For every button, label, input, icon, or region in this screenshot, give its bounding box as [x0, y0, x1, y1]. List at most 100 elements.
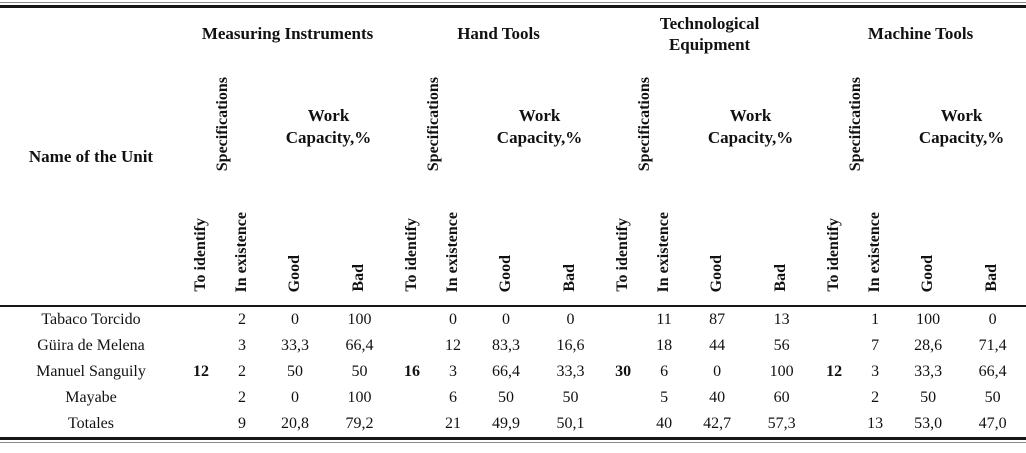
group-header-row: Name of the Unit Measuring Instruments H…	[0, 8, 1026, 166]
data-cell	[182, 411, 220, 437]
data-cell: 0	[566, 311, 575, 328]
header-in-existence-hand: In existence	[431, 194, 475, 306]
data-cell	[393, 333, 431, 359]
work-capacity-label: Work Capacity,%	[707, 105, 794, 147]
equipment-status-table: Name of the Unit Measuring Instruments H…	[0, 8, 1026, 437]
unit-name-cell: Tabaco Torcido	[41, 311, 141, 328]
data-cell: 5	[660, 389, 669, 406]
header-good-measuring: Good	[264, 194, 326, 306]
table-row-guira-de-melena: Güira de Melena 3 33,3 66,4 12 83,3 16,6…	[0, 333, 1026, 359]
data-cell: 12	[445, 337, 462, 354]
group-header-measuring-instruments: Measuring Instruments	[182, 8, 393, 60]
data-cell: 53,0	[914, 415, 943, 432]
table-row-mayabe: Mayabe 2 0 100 6 50 50 5 40 60 2 50 50	[0, 385, 1026, 411]
header-to-identify-machine: To identify	[815, 194, 853, 306]
data-cell	[182, 385, 220, 411]
data-cell: 44	[709, 337, 726, 354]
data-cell: 3	[238, 337, 246, 354]
header-to-identify-technological: To identify	[604, 194, 642, 306]
data-cell: 16	[404, 363, 421, 380]
group-title-technological-equipment: Technological Equipment	[659, 13, 760, 54]
data-cell: 50,1	[556, 415, 585, 432]
data-cell: 33,3	[914, 363, 943, 380]
table-body: Tabaco Torcido 2 0 100 0 0 0 11 87 13 1 …	[0, 306, 1026, 437]
data-cell: 13	[867, 415, 884, 432]
header-to-identify-hand: To identify	[393, 194, 431, 306]
data-cell: 2	[238, 363, 246, 380]
header-specifications-machine: Specifications	[815, 60, 897, 194]
in-existence-label: In existence	[865, 211, 883, 292]
to-identify-label: To identify	[824, 218, 842, 292]
header-bad-hand: Bad	[537, 194, 604, 306]
specifications-label: Specifications	[213, 77, 231, 172]
data-cell: 33,3	[556, 363, 585, 380]
bad-label: Bad	[772, 264, 790, 292]
top-rule-thick	[0, 5, 1026, 8]
work-capacity-label: Work Capacity,%	[496, 105, 583, 147]
data-cell: 9	[238, 415, 246, 432]
data-cell: 6	[660, 363, 669, 380]
header-bad-measuring: Bad	[326, 194, 393, 306]
data-cell	[393, 385, 431, 411]
table-row-tabaco-torcido: Tabaco Torcido 2 0 100 0 0 0 11 87 13 1 …	[0, 306, 1026, 333]
header-in-existence-technological: In existence	[642, 194, 686, 306]
data-cell: 0	[713, 363, 722, 380]
to-identify-label: To identify	[613, 218, 631, 292]
group-header-hand-tools: Hand Tools	[393, 8, 604, 60]
in-existence-label: In existence	[654, 211, 672, 292]
data-cell: 49,9	[492, 415, 521, 432]
header-good-technological: Good	[686, 194, 748, 306]
bottom-rule-thin	[0, 442, 1026, 443]
data-cell: 50	[984, 389, 1001, 406]
data-cell: 50	[498, 389, 515, 406]
header-good-hand: Good	[475, 194, 537, 306]
table-row-totales: Totales 9 20,8 79,2 21 49,9 50,1 40 42,7…	[0, 411, 1026, 437]
data-cell: 3	[871, 363, 880, 380]
data-cell: 66,4	[492, 363, 521, 380]
header-in-existence-measuring: In existence	[220, 194, 264, 306]
data-cell: 20,8	[281, 415, 309, 432]
header-specifications-technological: Specifications	[604, 60, 686, 194]
data-cell: 50	[920, 389, 937, 406]
header-bad-machine: Bad	[959, 194, 1026, 306]
data-cell	[182, 306, 220, 333]
to-identify-label: To identify	[402, 218, 420, 292]
unit-name-cell: Mayabe	[65, 389, 117, 406]
specifications-label: Specifications	[424, 77, 442, 172]
data-cell: 79,2	[345, 415, 374, 432]
data-cell: 30	[615, 363, 632, 380]
data-cell: 42,7	[703, 415, 732, 432]
data-cell: 50	[562, 389, 579, 406]
data-cell: 11	[656, 311, 672, 328]
data-cell: 50	[287, 363, 303, 380]
header-in-existence-machine: In existence	[853, 194, 897, 306]
data-cell	[815, 306, 853, 333]
data-cell: 60	[773, 389, 790, 406]
data-cell	[604, 333, 642, 359]
header-work-capacity-measuring: Work Capacity,%	[264, 60, 393, 194]
data-cell: 6	[449, 389, 458, 406]
table-row-manuel-sanguily: Manuel Sanguily 12 2 50 50 16 3 66,4 33,…	[0, 359, 1026, 385]
data-cell: 50	[351, 363, 368, 380]
data-cell: 33,3	[281, 337, 309, 354]
unit-name-cell: Güira de Melena	[37, 337, 145, 354]
header-work-capacity-machine: Work Capacity,%	[897, 60, 1026, 194]
data-cell: 21	[445, 415, 462, 432]
data-cell: 1	[871, 311, 880, 328]
data-cell: 18	[656, 337, 673, 354]
header-bad-technological: Bad	[748, 194, 815, 306]
work-capacity-label: Work Capacity,%	[285, 105, 372, 147]
data-cell: 100	[916, 311, 941, 328]
data-cell: 56	[773, 337, 790, 354]
data-cell: 100	[347, 389, 372, 406]
data-cell: 47,0	[978, 415, 1007, 432]
good-label: Good	[918, 254, 936, 292]
data-cell: 71,4	[978, 337, 1007, 354]
data-cell: 66,4	[978, 363, 1007, 380]
to-identify-label: To identify	[191, 218, 209, 292]
data-cell: 0	[291, 389, 299, 406]
data-cell	[815, 411, 853, 437]
bad-label: Bad	[350, 264, 368, 292]
group-title-hand-tools: Hand Tools	[457, 24, 540, 44]
